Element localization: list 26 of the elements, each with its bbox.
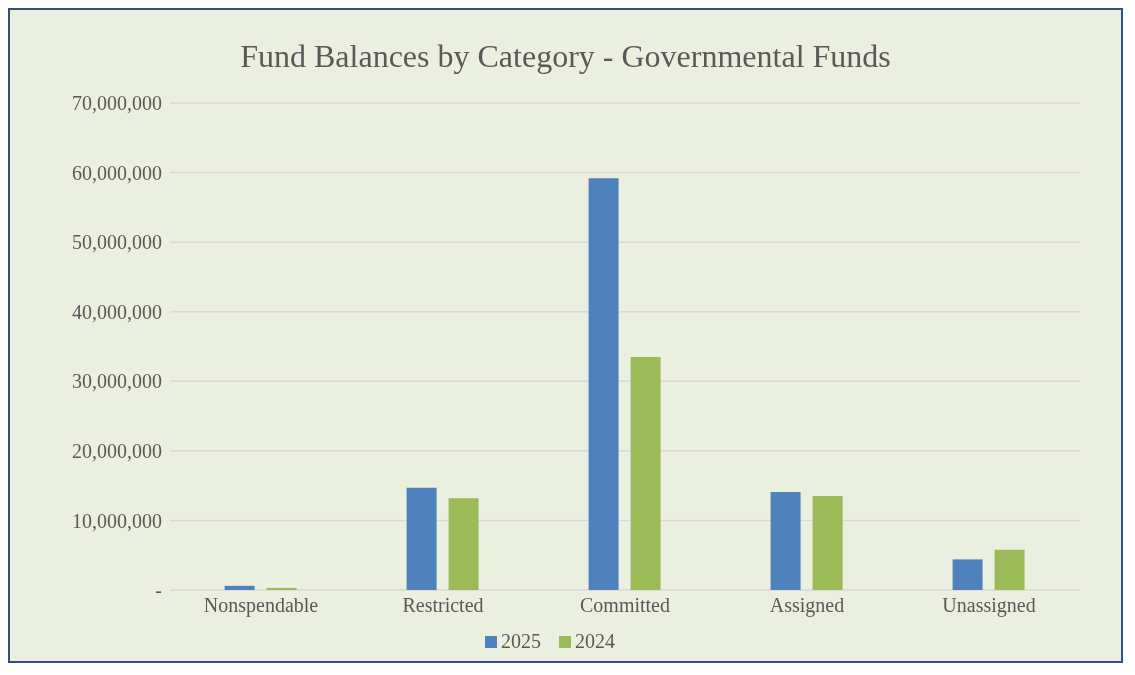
x-tick-label: Committed xyxy=(580,594,670,617)
legend-label: 2024 xyxy=(575,630,615,653)
y-tick-label: 50,000,000 xyxy=(72,231,162,254)
y-tick-label: 30,000,000 xyxy=(72,370,162,393)
x-tick-label: Restricted xyxy=(402,594,484,617)
bar xyxy=(994,549,1025,590)
bar xyxy=(448,498,479,590)
legend-label: 2025 xyxy=(501,630,541,653)
y-tick-label: 40,000,000 xyxy=(72,300,162,323)
y-tick-label: 70,000,000 xyxy=(72,92,162,115)
bar xyxy=(952,559,983,590)
x-tick-label: Unassigned xyxy=(942,594,1036,618)
bar xyxy=(812,496,843,590)
bar xyxy=(770,491,801,590)
y-tick-label: 10,000,000 xyxy=(72,509,162,532)
y-tick-label: - xyxy=(155,579,162,602)
bar xyxy=(588,178,619,590)
x-tick-label: Assigned xyxy=(769,594,845,618)
bar xyxy=(224,585,255,590)
chart-title: Fund Balances by Category - Governmental Funds xyxy=(239,37,892,76)
x-tick-label: Nonspendable xyxy=(203,594,319,618)
y-tick-label: 60,000,000 xyxy=(72,161,162,184)
bar xyxy=(630,356,661,590)
bar xyxy=(406,487,437,590)
y-tick-label: 20,000,000 xyxy=(72,439,162,462)
bar xyxy=(266,587,297,590)
